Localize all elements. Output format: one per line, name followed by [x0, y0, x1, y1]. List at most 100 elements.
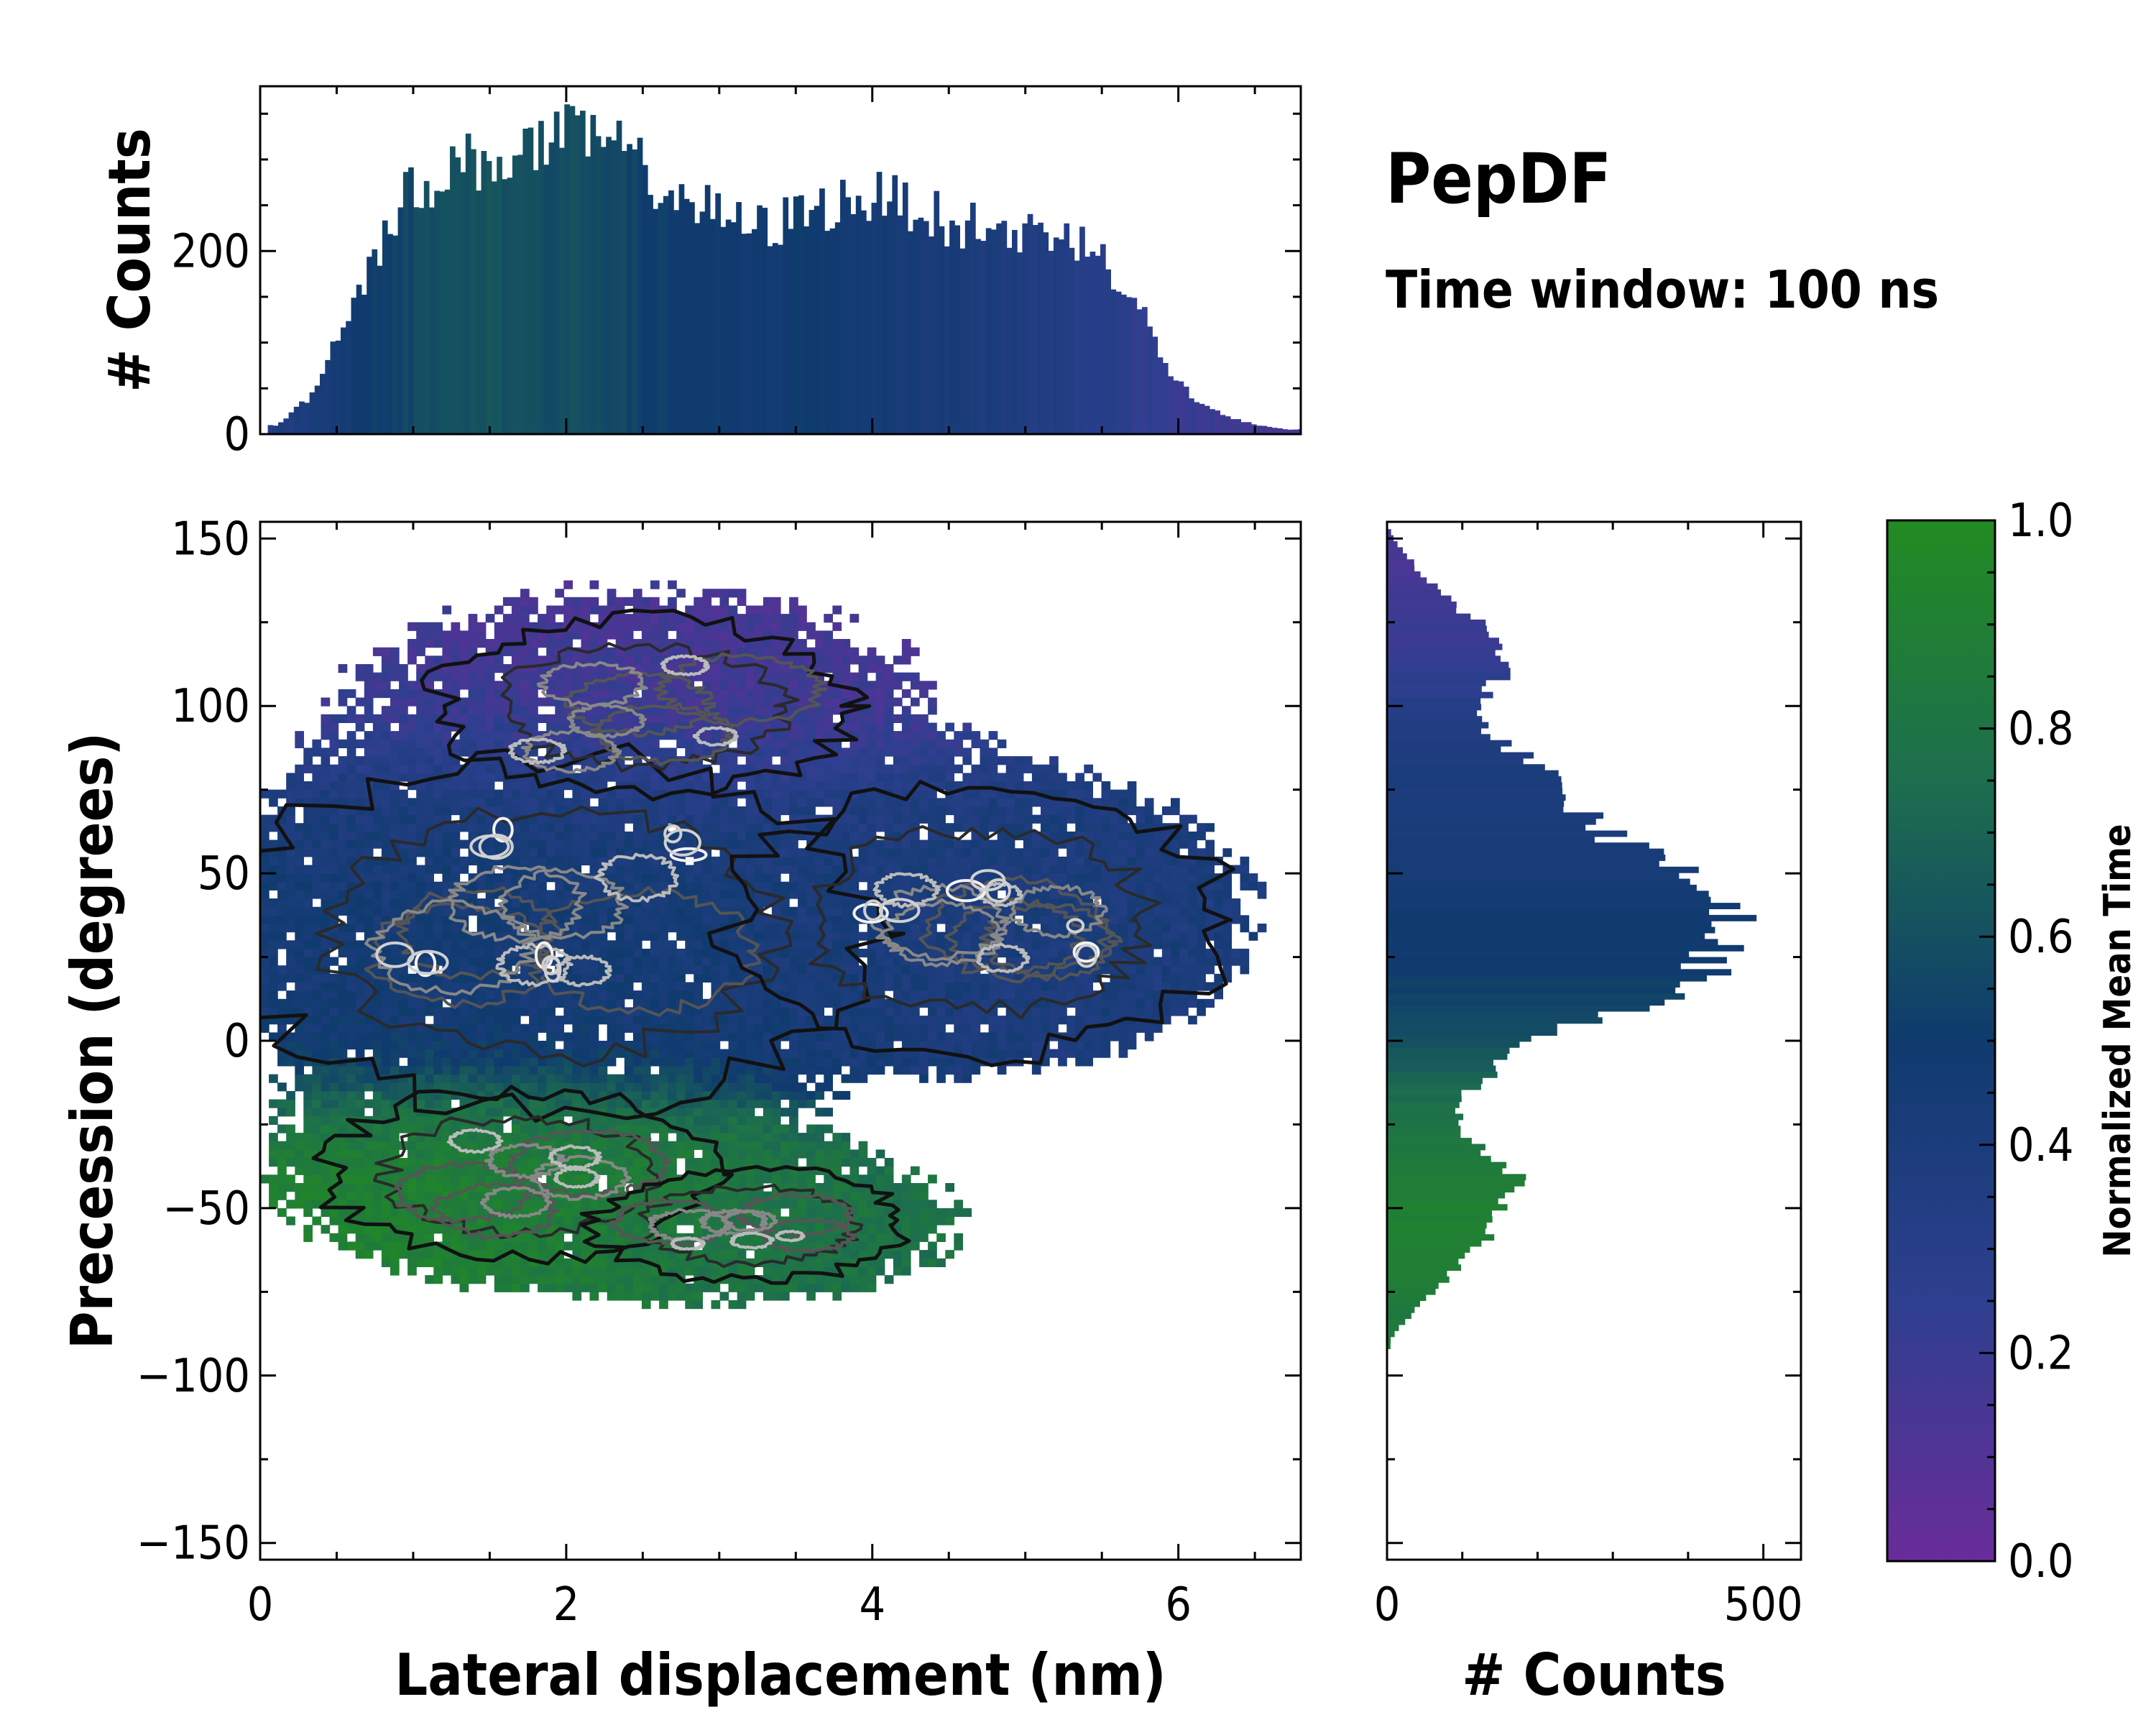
heatmap-cell — [659, 1275, 668, 1284]
heatmap-cell — [754, 1041, 764, 1050]
heatmap-cell — [529, 656, 538, 665]
heatmap-cell — [416, 1225, 425, 1234]
heatmap-cell — [615, 924, 625, 933]
heatmap-cell — [416, 1024, 425, 1033]
heatmap-cell — [789, 1099, 798, 1108]
heatmap-cell — [321, 806, 331, 816]
heatmap-cell — [798, 1133, 807, 1142]
heatmap-cell — [459, 840, 469, 849]
heatmap-cell — [312, 1200, 322, 1209]
heatmap-cell — [832, 1065, 842, 1075]
heatmap-cell — [581, 789, 591, 799]
heatmap-cell — [685, 731, 694, 740]
heatmap-cell — [771, 597, 781, 606]
heatmap-cell — [702, 748, 712, 757]
heatmap-cell — [650, 1090, 660, 1100]
heatmap-cell — [806, 898, 816, 908]
heatmap-cell — [832, 898, 842, 908]
heatmap-cell — [381, 906, 391, 916]
heatmap-cell — [459, 731, 469, 740]
heatmap-cell — [321, 1208, 331, 1218]
heatmap-cell — [269, 1158, 278, 1167]
heatmap-cell — [355, 672, 365, 681]
heatmap-cell — [529, 789, 538, 799]
heatmap-cell — [433, 672, 443, 681]
heatmap-cell — [815, 1007, 824, 1016]
heatmap-cell — [346, 873, 356, 883]
heatmap-cell — [346, 932, 356, 941]
heatmap-cell — [650, 656, 660, 665]
heatmap-cell — [711, 1116, 721, 1125]
heatmap-cell — [624, 915, 634, 924]
heatmap-cell — [771, 1108, 781, 1117]
heatmap-cell — [312, 1007, 322, 1016]
heatmap-cell — [719, 1049, 729, 1058]
heatmap-cell — [407, 656, 417, 665]
heatmap-cell — [338, 664, 348, 673]
heatmap-cell — [286, 915, 295, 924]
heatmap-cell — [529, 823, 538, 832]
heatmap-cell — [694, 990, 703, 1000]
heatmap-cell — [572, 965, 582, 975]
heatmap-cell — [494, 1241, 504, 1251]
heatmap-cell — [555, 798, 564, 807]
heatmap-cell — [286, 1041, 295, 1050]
heatmap-cell — [346, 1158, 356, 1167]
heatmap-cell — [659, 1283, 668, 1292]
heatmap-cell — [433, 940, 443, 949]
heatmap-cell — [476, 1024, 487, 1033]
heatmap-cell — [806, 915, 816, 924]
heatmap-cell — [737, 1191, 747, 1200]
heatmap-cell — [694, 924, 703, 933]
heatmap-cell — [485, 1241, 495, 1251]
heatmap-cell — [806, 622, 816, 631]
heatmap-cell — [676, 948, 686, 958]
heatmap-cell — [433, 924, 443, 933]
heatmap-cell — [763, 1292, 773, 1301]
heatmap-cell — [520, 1166, 530, 1175]
heatmap-cell — [832, 689, 842, 699]
heatmap-cell — [399, 1233, 408, 1242]
heatmap-cell — [555, 1266, 564, 1276]
heatmap-cell — [676, 1283, 686, 1292]
heatmap-cell — [346, 915, 356, 924]
heatmap-cell — [329, 1065, 339, 1075]
heatmap-cell — [650, 990, 660, 1000]
heatmap-cell — [832, 1032, 842, 1041]
heatmap-cell — [754, 1116, 764, 1125]
heatmap-cell — [615, 798, 625, 807]
heatmap-cell — [260, 973, 270, 983]
heatmap-cell — [416, 1074, 425, 1083]
heatmap-cell — [581, 656, 591, 665]
heatmap-cell — [529, 990, 538, 1000]
heatmap-cell — [685, 865, 694, 874]
heatmap-cell — [685, 630, 694, 640]
heatmap-cell — [538, 831, 547, 841]
heatmap-cell — [295, 1057, 304, 1067]
heatmap-cell — [694, 814, 703, 824]
heatmap-cell — [546, 1099, 556, 1108]
heatmap-cell — [321, 714, 331, 723]
heatmap-cell — [702, 1116, 712, 1125]
heatmap-cell — [476, 1108, 487, 1117]
heatmap-cell — [416, 1250, 425, 1259]
heatmap-cell — [763, 1016, 773, 1025]
heatmap-cell — [546, 823, 556, 832]
heatmap-cell — [694, 697, 703, 707]
heatmap-cell — [798, 622, 807, 631]
heatmap-cell — [685, 932, 694, 941]
heatmap-cell — [338, 1208, 348, 1218]
heatmap-cell — [641, 622, 651, 631]
heatmap-cell — [832, 1191, 842, 1200]
heatmap-cell — [650, 739, 660, 748]
heatmap-cell — [763, 1024, 773, 1033]
heatmap-cell — [416, 932, 425, 941]
heatmap-cell — [399, 731, 408, 740]
heatmap-cell — [685, 990, 694, 1000]
heatmap-cell — [685, 948, 694, 958]
heatmap-cell — [511, 1016, 521, 1025]
heatmap-cell — [442, 1007, 452, 1016]
heatmap-cell — [685, 806, 694, 816]
heatmap-cell — [372, 1099, 382, 1108]
heatmap-cell — [624, 798, 634, 807]
